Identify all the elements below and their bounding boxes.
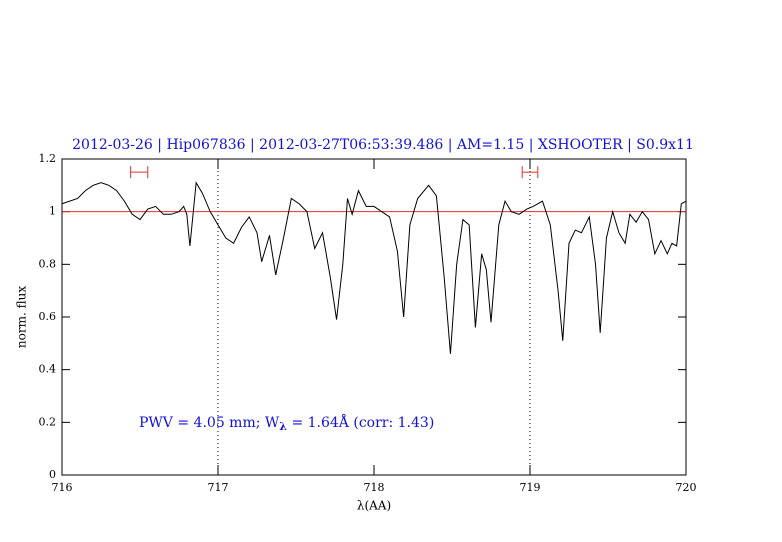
y-tick-label: 1 <box>49 205 56 218</box>
x-tick-label: 720 <box>676 481 697 494</box>
x-tick-label: 718 <box>364 481 385 494</box>
x-tick-label: 719 <box>520 481 541 494</box>
y-axis-label: norm. flux <box>15 286 29 348</box>
annotation: PWV = 4.05 mm; Wλ = 1.64Å (corr: 1.43) <box>139 413 434 433</box>
x-axis-label: λ(AA) <box>357 499 391 513</box>
y-tick-label: 1.2 <box>39 152 57 165</box>
chart-title: 2012-03-26 | Hip067836 | 2012-03-27T06:5… <box>72 137 694 153</box>
annotation-text: PWV = 4.05 mm; W <box>139 415 280 431</box>
y-tick-label: 0 <box>49 468 56 481</box>
x-tick-label: 716 <box>52 481 73 494</box>
y-tick-label: 0.8 <box>39 257 57 270</box>
annotation-subscript: λ <box>279 420 287 433</box>
annotation-text: = 1.64Å (corr: 1.43) <box>287 413 434 431</box>
y-tick-label: 0.6 <box>39 310 57 323</box>
spectrum-line <box>61 181 687 354</box>
y-tick-label: 0.4 <box>39 363 57 376</box>
y-tick-label: 0.2 <box>39 415 57 428</box>
x-tick-label: 717 <box>208 481 229 494</box>
